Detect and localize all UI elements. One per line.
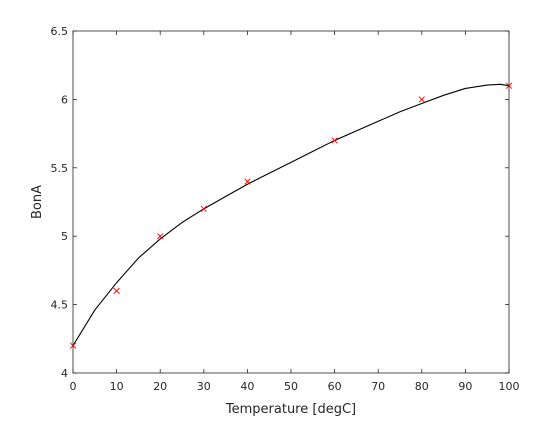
x-axis-label: Temperature [degC] — [225, 402, 356, 417]
x-tick-label: 50 — [284, 380, 298, 393]
x-tick-label: 20 — [153, 380, 167, 393]
x-tick-label: 100 — [499, 380, 520, 393]
data-point-marker — [331, 137, 338, 144]
data-point-marker — [418, 96, 425, 103]
data-point-marker — [200, 205, 207, 212]
x-tick-label: 40 — [240, 380, 254, 393]
y-tick-label: 5 — [61, 230, 68, 243]
data-point-marker — [157, 233, 164, 240]
y-tick-label: 4 — [61, 367, 68, 380]
x-tick-label: 70 — [371, 380, 385, 393]
x-tick-label: 30 — [197, 380, 211, 393]
y-tick-label: 4.5 — [51, 299, 69, 312]
data-point-marker — [244, 178, 251, 185]
x-tick-label: 10 — [110, 380, 124, 393]
y-tick-label: 5.5 — [51, 162, 69, 175]
x-tick-label: 60 — [328, 380, 342, 393]
plot-background — [73, 31, 509, 373]
y-tick-label: 6 — [61, 93, 68, 106]
x-tick-label: 0 — [70, 380, 77, 393]
y-tick-label: 6.5 — [51, 25, 69, 38]
x-tick-label: 90 — [458, 380, 472, 393]
x-tick-label: 80 — [415, 380, 429, 393]
fit-curve — [72, 83, 510, 346]
y-axis-label: BonA — [30, 185, 45, 219]
data-point-marker — [113, 287, 120, 295]
